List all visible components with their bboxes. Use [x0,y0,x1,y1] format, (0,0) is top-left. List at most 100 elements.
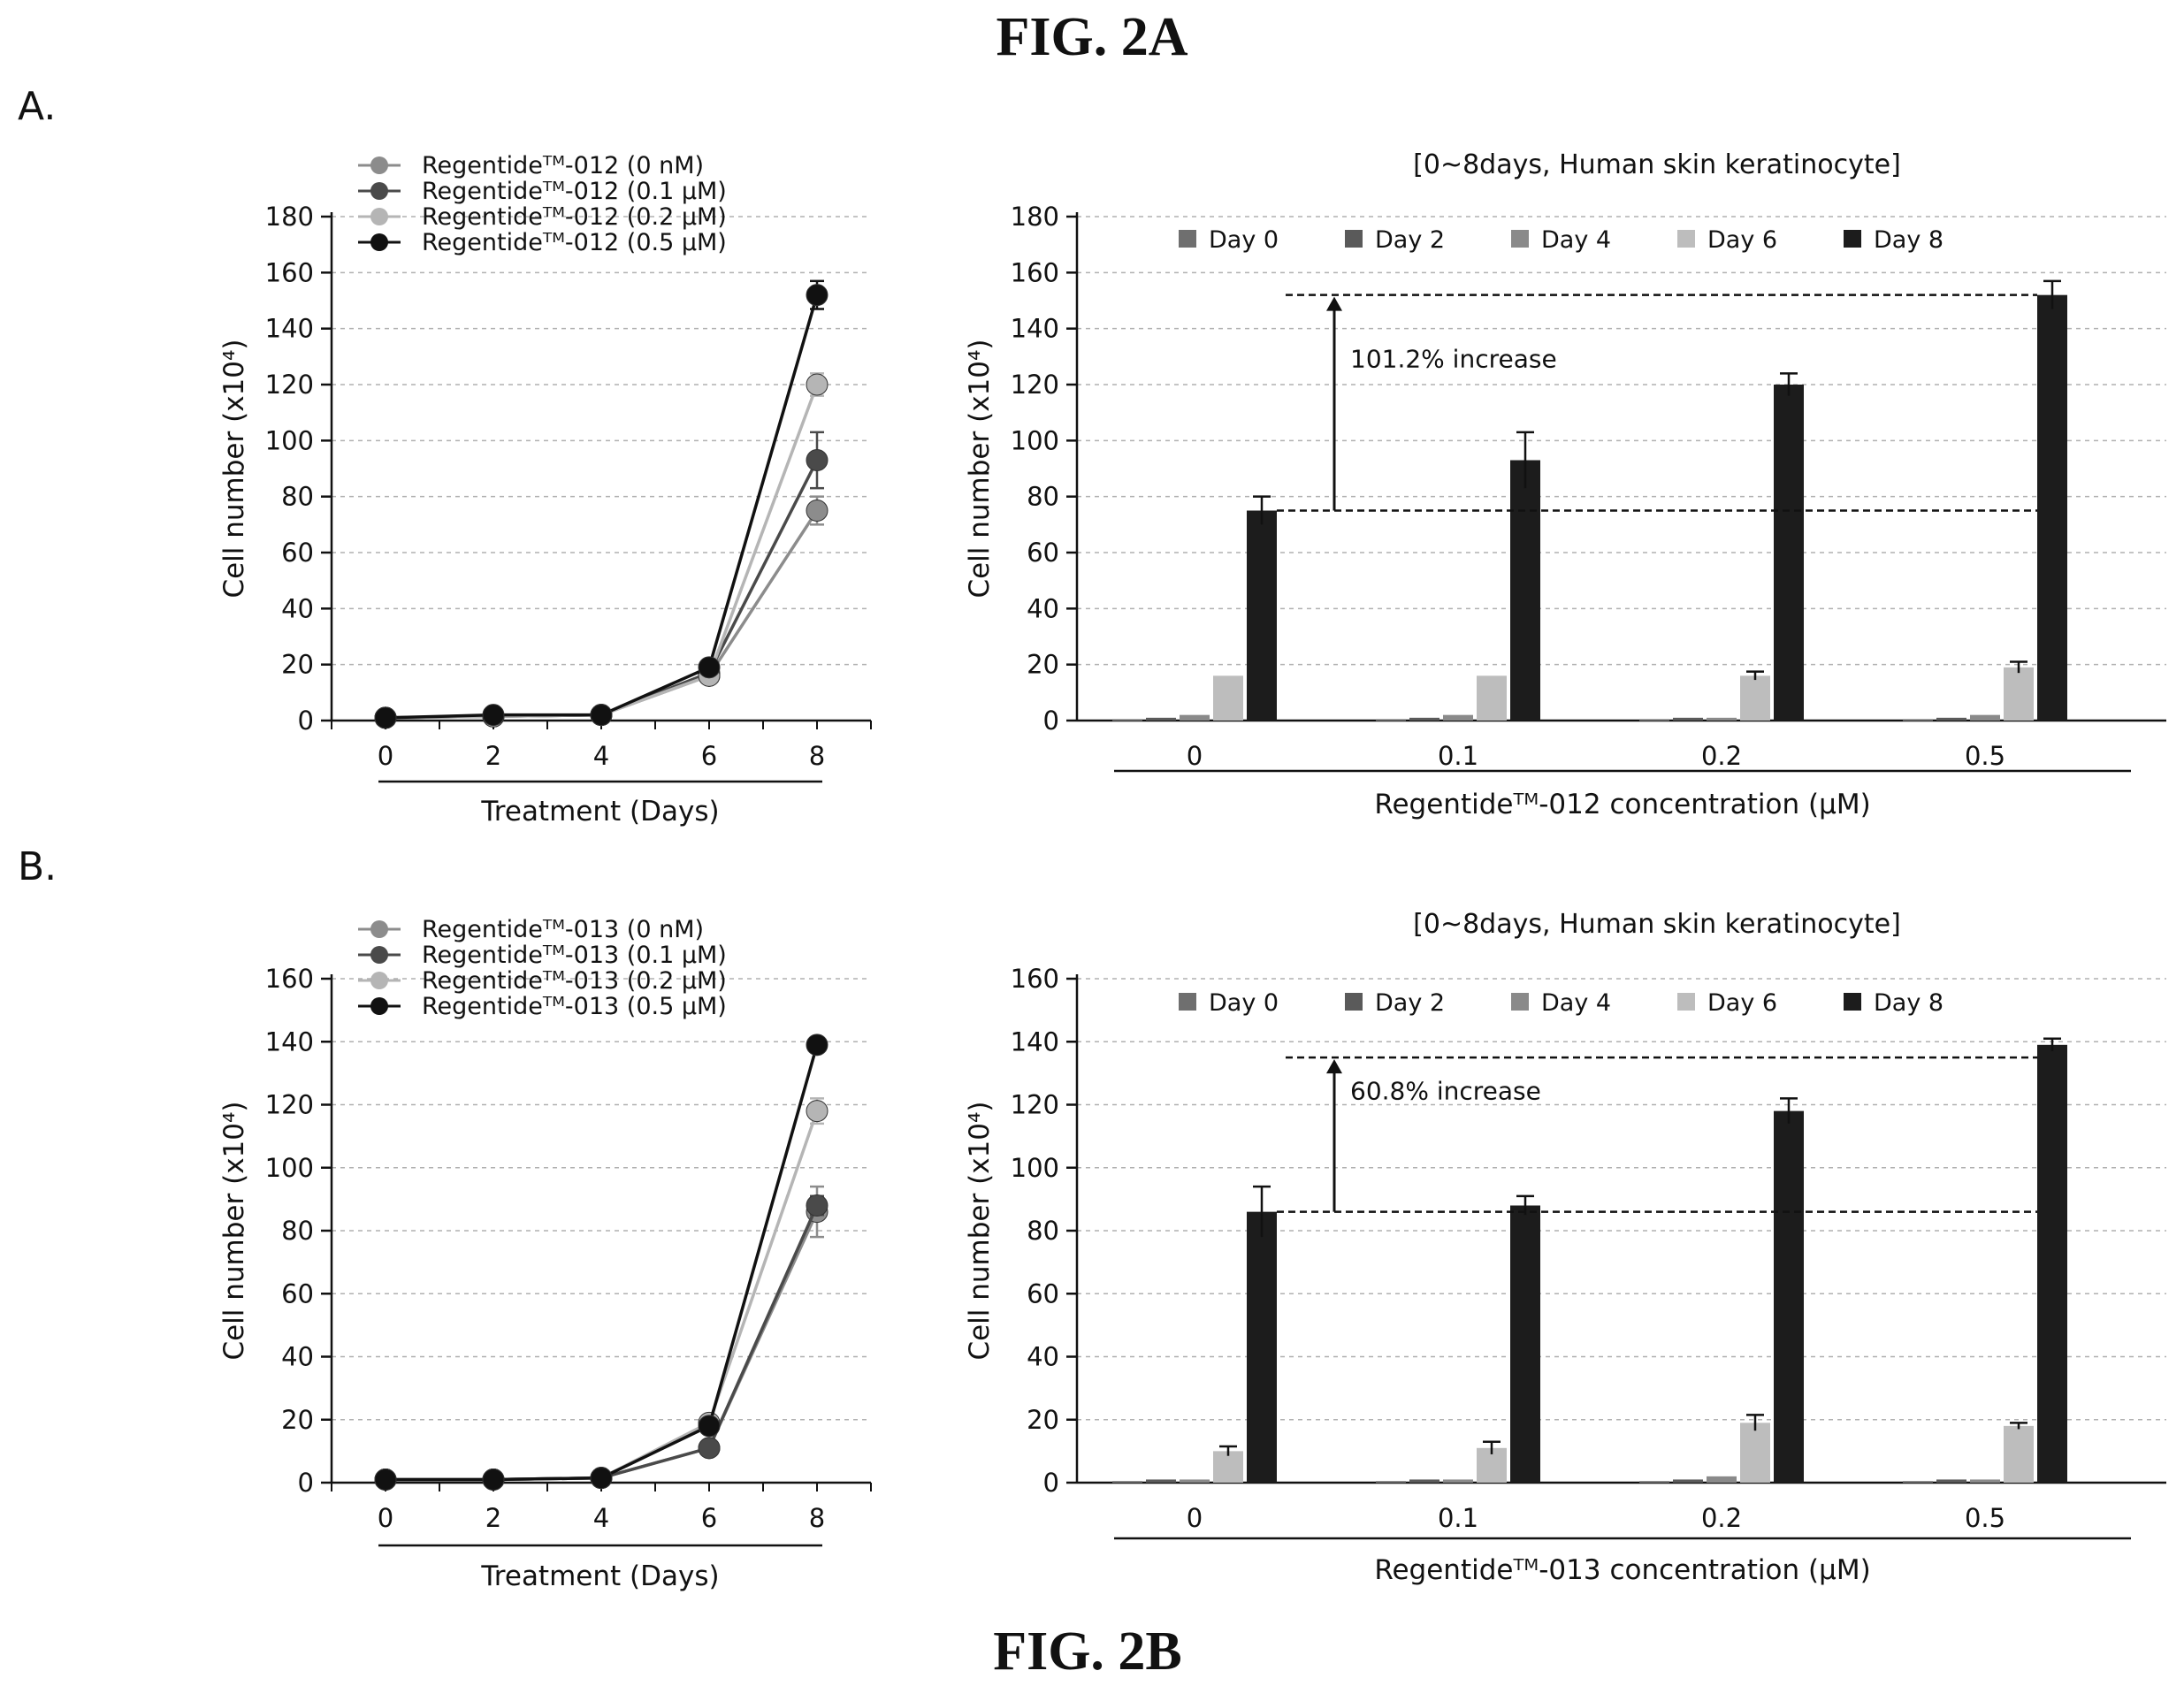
y-tick-label: 160 [265,257,314,287]
x-tick-label: 0.5 [1965,741,2005,771]
x-tick-label: 0 [378,741,393,771]
y-axis-label: Cell number (x10⁴) [964,339,996,598]
y-axis-label: Cell number (x10⁴) [964,1101,996,1360]
y-tick-label: 100 [1011,425,1059,455]
bar [1673,717,1703,721]
x-tick-label: 4 [593,741,609,771]
bar [1774,385,1804,721]
bar [1477,675,1507,721]
y-tick-label: 120 [1011,1090,1059,1120]
bar-chart-b: 0 20 40 60 80 100 120 140 160 Cell number (x10⁴) R… [964,909,2166,1586]
data-point [482,1468,505,1491]
series-line [385,459,819,720]
legend-label: Regentideᵀᴹ-013 (0.5 μM) [422,993,727,1020]
bar [2004,1425,2034,1483]
legend-label: Day 8 [1874,989,1943,1017]
y-tick-label: 160 [1011,257,1059,287]
x-tick-label: 0 [1187,1503,1203,1533]
y-tick-label: 160 [265,964,314,994]
bar [1112,1481,1142,1484]
bar [1639,1481,1669,1484]
data-point [374,706,397,729]
y-tick-label: 0 [1043,706,1059,736]
bar [2004,667,2034,721]
bar [1146,717,1176,721]
y-tick-label: 40 [1027,1342,1059,1372]
y-tick-label: 0 [298,1468,314,1498]
bar [1443,714,1473,721]
series-line [386,1204,819,1482]
legend-marker [370,156,388,174]
x-axis-label: Treatment (Days) [480,796,719,828]
y-tick-label: 160 [1011,964,1059,994]
y-tick-label: 80 [1027,1216,1059,1246]
y-tick-label: 100 [265,1153,314,1183]
legend-swatch [1844,230,1861,248]
legend-swatch [1179,993,1196,1011]
bar [1443,1479,1473,1483]
legend-label: Day 4 [1541,989,1611,1017]
y-tick-label: 140 [1011,1026,1059,1057]
y-tick-label: 40 [281,593,314,623]
y-tick-label: 20 [281,1405,314,1435]
y-tick-label: 120 [265,370,314,400]
increase-arrow-head [1326,296,1342,311]
legend-label: Day 6 [1707,226,1777,254]
data-point [806,284,829,307]
legend-label: Day 2 [1375,989,1445,1017]
bar [1936,1479,1966,1483]
x-tick-label: 8 [809,1503,825,1533]
bar [1146,1479,1176,1483]
y-tick-label: 60 [1027,1278,1059,1308]
legend-label: Day 8 [1874,226,1943,254]
y-tick-label: 80 [281,1216,314,1246]
y-tick-label: 40 [1027,593,1059,623]
legend-label: Day 0 [1209,989,1279,1017]
legend-marker [370,182,388,200]
legend-label: Regentideᵀᴹ-012 (0.5 μM) [422,229,727,256]
data-point [806,500,829,522]
y-tick-label: 20 [1027,1405,1059,1435]
x-tick-label: 2 [485,1503,501,1533]
chart-title: [0~8days, Human skin keratinocyte] [1413,909,1901,940]
legend-swatch [1511,993,1529,1011]
x-tick-label: 0.5 [1965,1503,2005,1533]
y-tick-label: 60 [1027,538,1059,568]
x-tick-label: 0.2 [1701,1503,1742,1533]
y-tick-label: 60 [281,538,314,568]
y-axis-label: Cell number (x10⁴) [218,339,250,598]
bar [1247,1211,1277,1483]
legend-label: Day 0 [1209,226,1279,254]
legend-swatch [1677,993,1695,1011]
y-tick-label: 180 [1011,202,1059,232]
data-point [806,1100,829,1123]
bar [1510,1205,1540,1483]
x-tick-label: 0 [1187,741,1203,771]
legend-marker [370,233,388,251]
bar [1707,1476,1737,1483]
data-point [806,1194,829,1217]
figure-title-bottom: FIG. 2B [993,1621,1182,1682]
x-tick-label: 6 [701,741,717,771]
legend-swatch [1844,993,1861,1011]
legend-label: Day 4 [1541,226,1611,254]
data-point [374,1468,397,1491]
x-axis-label: Treatment (Days) [480,1560,719,1592]
data-point [590,1467,613,1490]
y-tick-label: 140 [265,1026,314,1057]
bar [1213,675,1243,721]
bar [1903,719,1933,721]
bar [1180,714,1210,721]
data-point [698,656,721,679]
bar [1409,717,1439,721]
y-tick-label: 180 [265,202,314,232]
legend-marker [370,972,388,989]
legend-marker [370,946,388,964]
chart-title: [0~8days, Human skin keratinocyte] [1413,149,1901,180]
x-axis-label: Regentideᵀᴹ-012 concentration (μM) [1374,789,1870,820]
bar [1673,1479,1703,1483]
increase-arrow-head [1326,1059,1342,1074]
legend-label: Day 2 [1375,226,1445,254]
